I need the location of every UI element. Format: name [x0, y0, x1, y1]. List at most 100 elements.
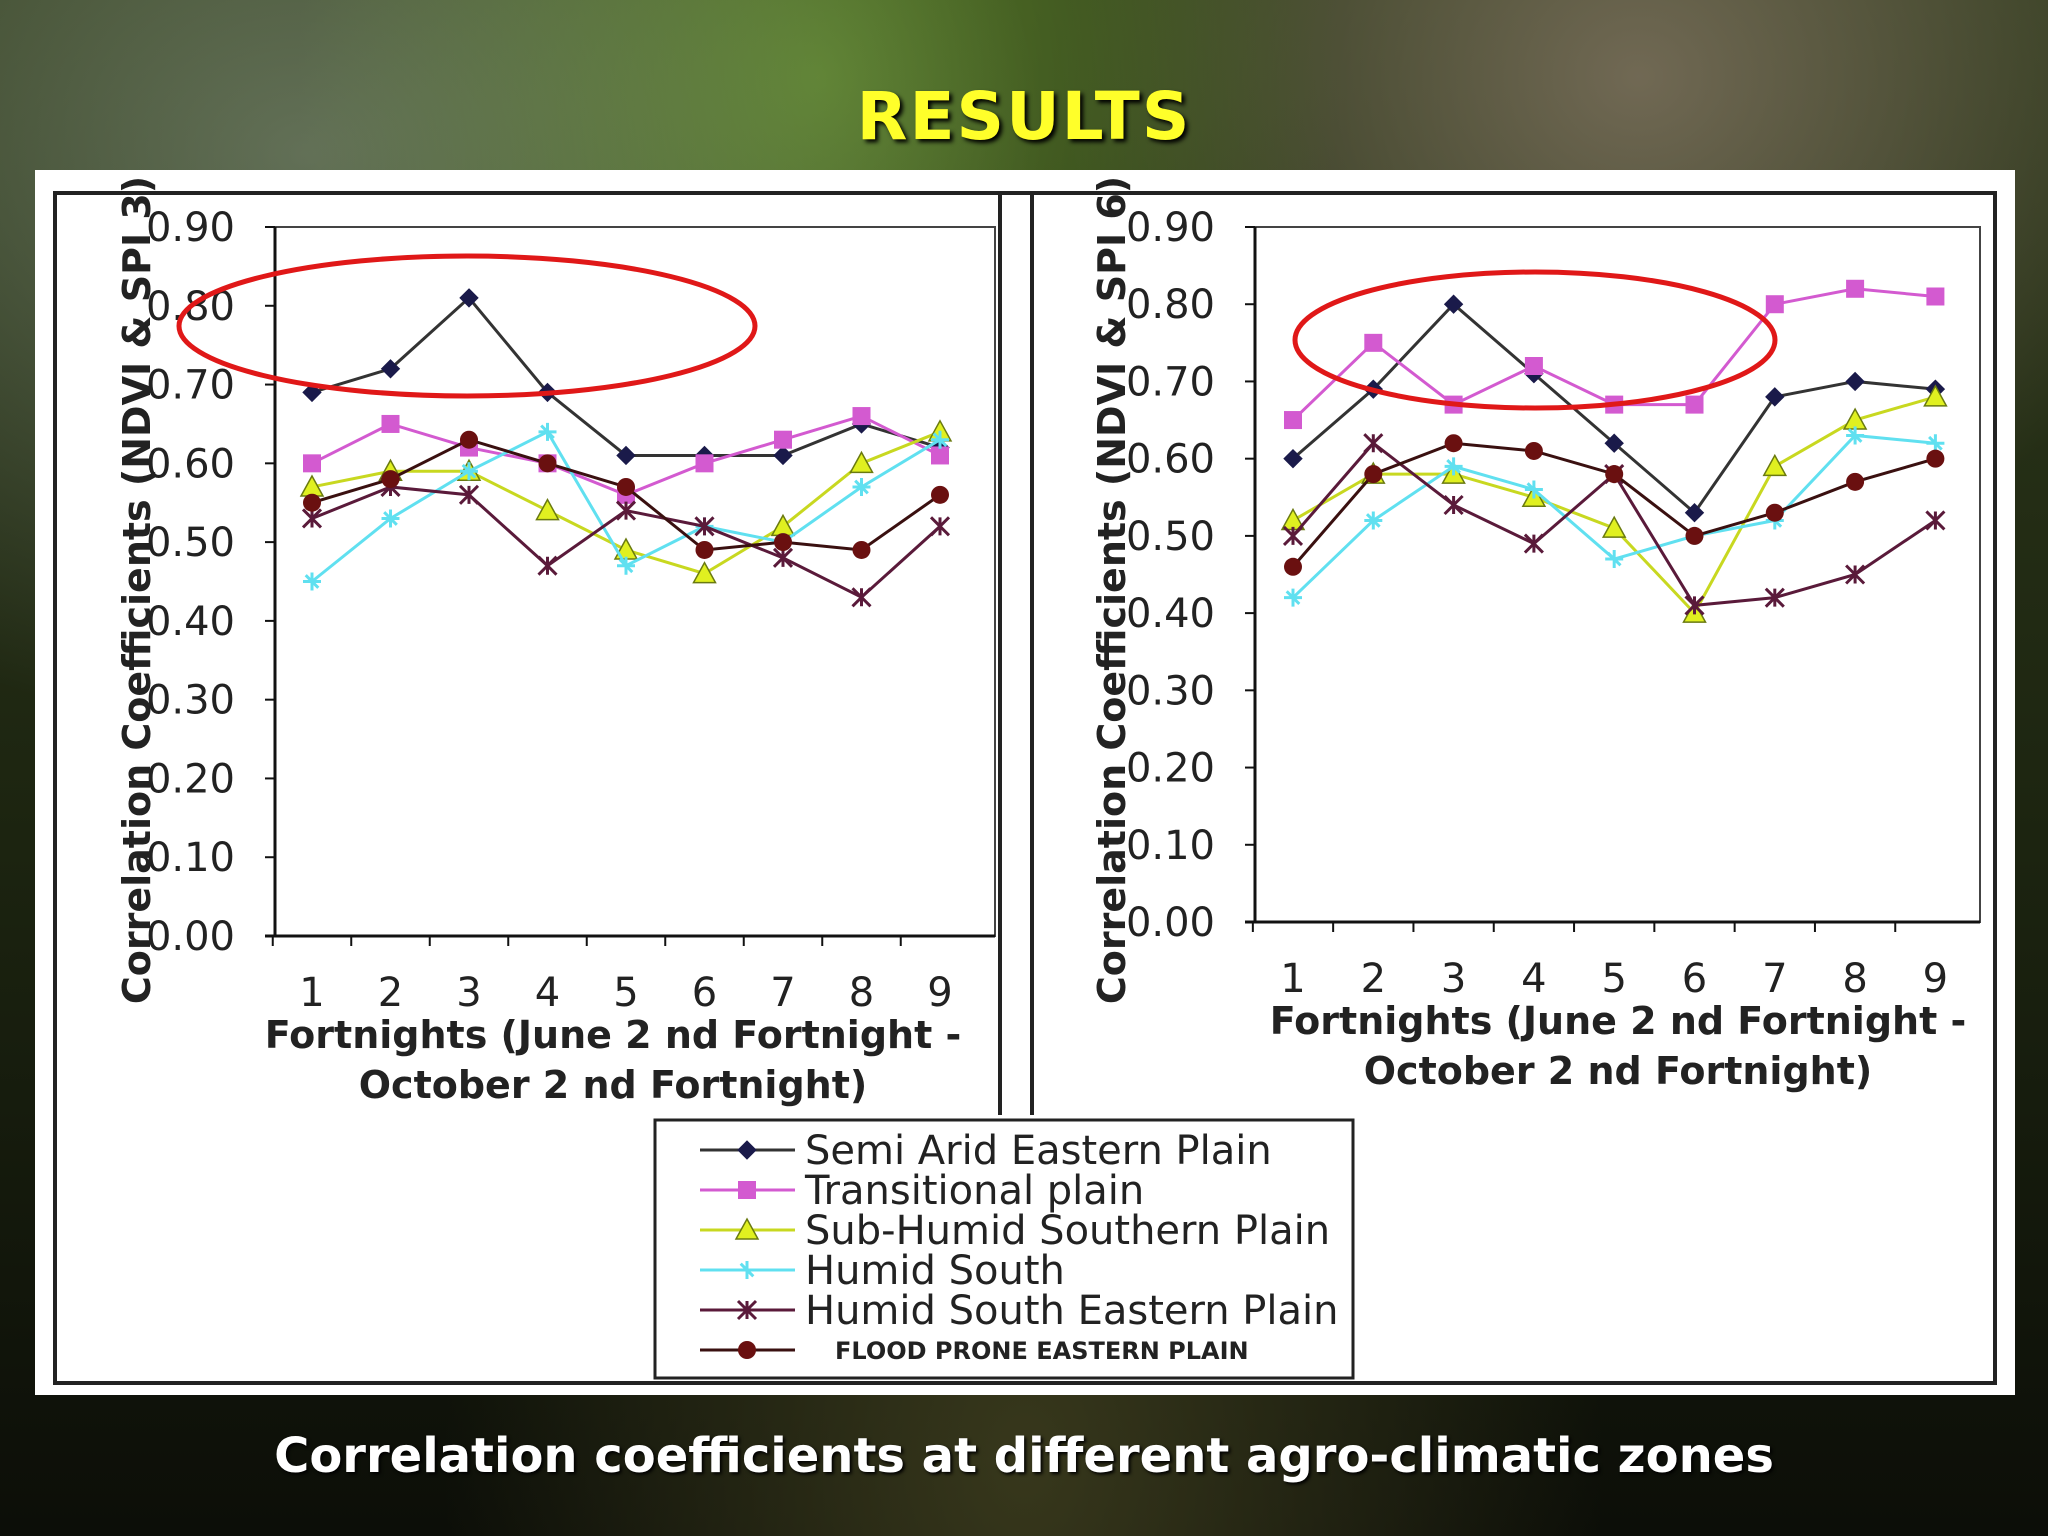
data-point: [301, 508, 323, 529]
y-tick-label: 0.70: [1126, 359, 1215, 405]
x-tick-label: 9: [1923, 956, 1948, 1002]
data-point: [381, 509, 400, 528]
data-point: [460, 462, 478, 481]
y-tick-label: 0.60: [1126, 437, 1215, 483]
x-tick-label: 6: [692, 970, 717, 1016]
data-point: [380, 359, 401, 379]
slide-caption: Correlation coefficients at different ag…: [274, 1428, 1774, 1484]
legend-marker: [738, 1181, 756, 1199]
legend-label: Transitional plain: [804, 1168, 1144, 1214]
x-tick-label: 3: [456, 970, 481, 1016]
data-point: [1282, 525, 1304, 546]
data-point: [1762, 453, 1788, 477]
data-point: [1444, 434, 1463, 453]
data-point: [303, 572, 321, 591]
data-point: [537, 555, 558, 576]
x-axis-title-line1: Fortnights (June 2 nd Fortnight -: [265, 1013, 961, 1057]
data-point: [931, 430, 949, 449]
data-point: [929, 516, 951, 537]
y-tick-label: 0.30: [1126, 668, 1215, 714]
data-point: [1926, 449, 1945, 468]
data-point: [1443, 494, 1464, 516]
x-axis-title-line2: October 2 nd Fortnight): [359, 1063, 868, 1107]
slide-title: RESULTS: [856, 78, 1192, 155]
y-tick-label: 0.90: [146, 205, 235, 251]
data-point: [1364, 511, 1383, 530]
data-point: [852, 540, 871, 559]
data-point: [1765, 295, 1784, 314]
data-point: [1845, 564, 1866, 585]
data-point: [1284, 588, 1302, 607]
data-point: [303, 454, 321, 473]
data-point: [695, 540, 714, 559]
y-tick-label: 0.60: [146, 441, 235, 487]
data-point: [774, 430, 792, 449]
legend-marker: [738, 1261, 756, 1279]
x-tick-label: 7: [1762, 956, 1787, 1002]
data-point: [1765, 503, 1784, 522]
data-point: [303, 493, 321, 512]
data-point: [931, 446, 949, 465]
data-point: [1524, 357, 1543, 375]
data-point: [692, 561, 717, 584]
data-point: [1284, 411, 1302, 430]
figure-frame: [53, 191, 1997, 1385]
y-tick-label: 0.20: [1126, 746, 1215, 792]
data-point: [538, 422, 557, 441]
data-point: [1601, 515, 1627, 538]
x-tick-label: 3: [1441, 956, 1466, 1002]
data-point: [1364, 465, 1383, 484]
data-point: [538, 454, 557, 473]
data-point: [931, 485, 949, 504]
data-point: [1524, 441, 1543, 460]
y-tick-label: 0.00: [1126, 900, 1215, 946]
data-point: [772, 547, 794, 568]
data-point: [1926, 287, 1945, 306]
data-point: [774, 533, 792, 552]
y-tick-label: 0.10: [146, 835, 235, 881]
legend-label: Humid South: [805, 1248, 1065, 1294]
data-point: [1684, 595, 1705, 616]
legend-label: Semi Arid Eastern Plain: [805, 1128, 1272, 1174]
plot-area: [274, 226, 996, 937]
x-tick-label: 7: [770, 970, 795, 1016]
data-point: [1443, 294, 1464, 314]
data-point: [1923, 384, 1948, 407]
data-point: [1846, 279, 1865, 298]
x-tick-label: 1: [299, 970, 324, 1016]
plot-area: [1254, 226, 1981, 923]
data-point: [617, 477, 635, 496]
y-tick-label: 0.40: [146, 599, 235, 645]
y-tick-label: 0.10: [1126, 823, 1215, 869]
y-tick-label: 0.40: [1126, 591, 1215, 637]
legend-marker: [738, 1341, 756, 1359]
y-tick-label: 0.50: [146, 520, 235, 566]
data-point: [616, 445, 636, 466]
data-point: [459, 288, 479, 308]
data-point: [1363, 433, 1384, 454]
legend-label: FLOOD PRONE EASTERN PLAIN: [835, 1337, 1249, 1365]
highlight-ellipse: [1292, 269, 1778, 411]
data-point: [1684, 503, 1705, 523]
x-tick-label: 8: [1842, 956, 1867, 1002]
data-point: [1524, 480, 1543, 499]
data-point: [460, 430, 478, 449]
data-point: [1925, 510, 1946, 531]
data-point: [1605, 550, 1624, 569]
data-point: [1364, 333, 1383, 352]
x-axis-title-line2: October 2 nd Fortnight): [1364, 1049, 1873, 1093]
data-point: [1845, 371, 1865, 392]
y-axis-title: Correlation Coefficients (NDVI & SPI 6): [1090, 176, 1134, 1004]
legend-label: Humid South Eastern Plain: [805, 1288, 1339, 1334]
data-point: [615, 500, 637, 521]
y-tick-label: 0.90: [1126, 205, 1215, 251]
x-tick-label: 5: [1601, 956, 1626, 1002]
data-point: [1605, 465, 1624, 484]
y-tick-label: 0.30: [146, 678, 235, 724]
y-tick-label: 0.00: [146, 914, 235, 960]
y-tick-label: 0.70: [146, 363, 235, 409]
data-point: [1685, 395, 1704, 414]
legend-marker: [737, 1140, 757, 1160]
x-tick-label: 5: [613, 970, 638, 1016]
